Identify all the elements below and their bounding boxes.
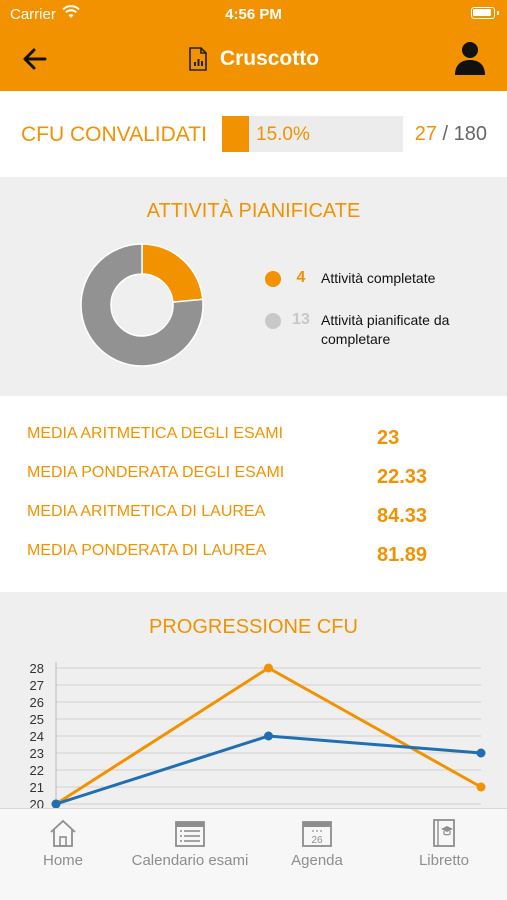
cfu-section: CFU CONVALIDATI 15.0% 27 / 180 — [0, 91, 507, 177]
stat-value: 22.33 — [377, 466, 428, 488]
tab-calendario-esami[interactable]: Calendario esami — [127, 809, 253, 869]
series-point — [264, 663, 273, 673]
user-icon[interactable] — [453, 40, 487, 76]
legend-count-completed: 4 — [296, 269, 306, 286]
y-tick-label: 22 — [30, 763, 44, 778]
clock-label: 4:56 PM — [225, 6, 282, 23]
nav-title-group: Cruscotto — [0, 42, 507, 76]
stats-section: MEDIA ARITMETICA DEGLI ESAMI 23 MEDIA PO… — [0, 396, 507, 592]
top-bar: Carrier 4:56 PM Cruscotto — [0, 0, 507, 91]
tab-label: Calendario esami — [131, 852, 249, 869]
legend-dot-planned — [265, 313, 281, 329]
tab-label: Libretto — [418, 852, 470, 869]
y-tick-label: 25 — [30, 712, 44, 727]
legend-count-planned: 13 — [292, 311, 310, 328]
series-point — [476, 782, 486, 792]
booklet-icon — [433, 819, 455, 847]
series-point — [51, 799, 61, 808]
agenda-badge: 26 — [311, 835, 323, 846]
tab-label: Home — [42, 852, 83, 869]
y-tick-label: 24 — [30, 729, 44, 744]
cfu-label: CFU CONVALIDATI — [21, 123, 207, 146]
cfu-separator: / — [442, 123, 449, 145]
stat-value: 23 — [377, 427, 400, 449]
series-point — [476, 748, 486, 758]
legend-planned: 13 Attività pianificate da completare — [265, 311, 491, 349]
tab-label: Agenda — [291, 852, 343, 869]
calendar-list-icon — [175, 821, 205, 847]
wifi-icon — [62, 5, 80, 18]
progressione-section: PROGRESSIONE CFU 20 21 22 23 24 25 26 27 28 — [0, 592, 507, 808]
y-tick-label: 20 — [30, 797, 44, 808]
y-tick-label: 28 — [30, 661, 44, 676]
y-tick-label: 21 — [30, 780, 44, 795]
donut-slice-0 — [141, 243, 204, 303]
y-tick-label: 23 — [30, 746, 44, 761]
attivita-section: ATTIVITÀ PIANIFICATE 4 Attività completa… — [0, 177, 507, 396]
stat-value: 84.33 — [377, 505, 428, 527]
y-tick-label: 27 — [30, 678, 44, 693]
stat-value: 81.89 — [377, 544, 428, 566]
cfu-progress-bar: 15.0% — [222, 116, 403, 152]
stat-label: MEDIA PONDERATA DI LAUREA — [27, 542, 267, 559]
tab-agenda[interactable]: 26 Agenda — [254, 809, 380, 869]
tab-bar: Home Calendario esami 26 Agenda — [0, 808, 507, 900]
status-bar: Carrier 4:56 PM — [0, 0, 507, 28]
legend-label-planned: Attività pianificate da completare — [321, 312, 450, 347]
donut-slice-1 — [80, 243, 204, 367]
tab-libretto[interactable]: Libretto — [381, 809, 507, 869]
legend-completed: 4 Attività completate — [265, 269, 491, 288]
progressione-title: PROGRESSIONE CFU — [149, 616, 358, 638]
cfu-percent: 15.0% — [256, 124, 310, 145]
page-title: Cruscotto — [219, 47, 320, 70]
attivita-donut-chart — [80, 243, 204, 367]
series-point — [264, 731, 273, 741]
cfu-count: 27 / 180 — [415, 123, 487, 146]
cfu-progress-fill — [222, 116, 249, 152]
battery-icon — [471, 7, 499, 19]
stat-label: MEDIA ARITMETICA DI LAUREA — [27, 503, 266, 520]
legend-label-completed: Attività completate — [321, 270, 436, 286]
progressione-line-chart: 20 21 22 23 24 25 26 27 28 — [30, 661, 486, 808]
home-icon — [50, 819, 76, 847]
back-arrow-icon[interactable] — [18, 42, 52, 76]
calendar-date-icon: 26 — [302, 821, 332, 847]
carrier-label: Carrier — [10, 6, 56, 23]
cfu-total: 180 — [453, 123, 487, 145]
attivita-title: ATTIVITÀ PIANIFICATE — [146, 200, 361, 222]
y-tick-label: 26 — [30, 695, 44, 710]
document-chart-icon — [189, 47, 207, 71]
stat-label: MEDIA ARITMETICA DEGLI ESAMI — [27, 425, 284, 442]
stat-label: MEDIA PONDERATA DEGLI ESAMI — [27, 464, 285, 481]
tab-home[interactable]: Home — [0, 809, 126, 869]
legend-dot-completed — [265, 271, 281, 287]
cfu-validated: 27 — [414, 123, 437, 145]
